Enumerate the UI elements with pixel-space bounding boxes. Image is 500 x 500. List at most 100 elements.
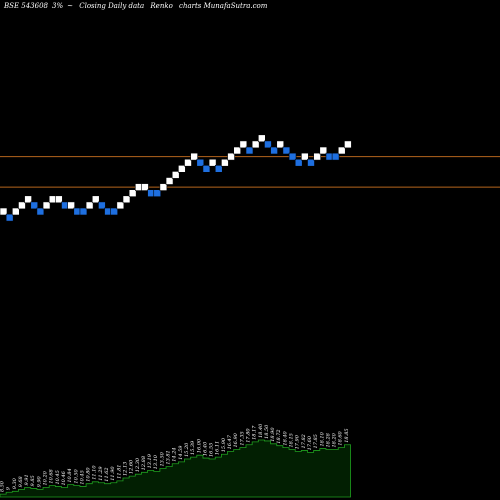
renko-brick-2 [12,207,20,216]
volume-label-5: 9.85 [30,475,36,486]
volume-label-27: 13.81 [166,450,172,464]
volume-label-48: 17.90 [295,434,301,449]
volume-label-53: 18.28 [325,433,331,447]
renko-brick-45 [276,140,285,149]
renko-brick-37 [227,152,235,161]
title-chart-type: Closing Daily data [79,2,145,10]
renko-brick-28 [171,171,180,179]
renko-brick-55 [337,146,346,155]
renko-brick-31 [190,152,198,161]
renko-brick-3 [18,201,26,210]
title-chart-name: Renko [150,2,173,10]
resistance-lines [0,156,500,188]
volume-area [0,439,351,498]
volume-label-30: 15.20 [184,442,190,457]
renko-brick-5 [30,201,39,210]
renko-brick-49 [301,152,309,161]
renko-brick-44 [270,146,278,155]
volume-label-22: 12.30 [135,457,141,472]
volume-label-46: 18.40 [282,430,288,445]
renko-brick-30 [184,158,192,167]
renko-brick-43 [264,140,272,149]
volume-label-52: 18.10 [319,431,325,446]
volume-label-38: 16.90 [233,432,239,447]
renko-brick-50 [307,158,315,167]
renko-brick-32 [196,158,205,167]
volume-label-14: 10.80 [86,467,92,482]
volume-label-25: 13.10 [153,454,159,469]
volume-label-4: 9.91 [24,474,30,485]
renko-brick-40 [245,146,254,155]
renko-brick-34 [208,158,217,167]
volume-label-37: 16.47 [227,434,233,449]
renko-brick-15 [91,195,100,204]
volume-label-42: 18.40 [258,423,264,438]
volume-label-33: 16.40 [202,441,208,456]
renko-brick-1 [5,213,14,222]
renko-brick-41 [251,140,260,149]
renko-brick-21 [128,189,137,197]
renko-brick-20 [122,195,131,204]
volume-label-44: 18.90 [270,427,276,442]
renko-brick-16 [98,201,106,210]
renko-brick-7 [42,201,51,210]
renko-brick-23 [141,183,149,191]
renko-brick-39 [239,140,248,149]
volume-label-56: 18.85 [344,428,350,442]
volume-label-2: 9.30 [12,477,18,489]
volume-label-3: 9.68 [18,476,24,487]
volume-label-10: 10.46 [61,470,67,485]
renko-brick-38 [233,146,241,155]
renko-brick-47 [288,152,297,161]
renko-brick-36 [221,158,229,167]
volume-label-32: 16.00 [196,438,202,453]
renko-bricks [0,134,352,222]
renko-brick-46 [282,146,291,155]
renko-brick-13 [79,207,88,216]
volume-label-41: 18.17 [252,425,258,440]
volume-label-12: 10.50 [73,468,79,483]
renko-brick-48 [294,158,303,167]
volume-label-29: 14.59 [178,445,184,460]
renko-brick-35 [214,165,223,173]
renko-brick-42 [257,134,266,143]
volume-labels: 8.50 9 9.30 9.68 9.91 9.85 9.90 10.20 10.68 10.45… [0,423,350,492]
volume-label-39: 17.35 [239,431,245,445]
renko-brick-0 [0,207,8,216]
volume-label-21: 12.60 [129,459,135,474]
volume-label-19: 11.81 [116,465,122,479]
renko-brick-4 [24,195,32,204]
volume-label-13: 10.45 [79,470,85,484]
volume-label-23: 12.88 [141,456,147,470]
volume-label-16: 11.29 [98,466,104,481]
volume-label-34: 16.55 [209,443,215,457]
volume-label-47: 18.15 [289,433,295,447]
renko-brick-51 [313,152,321,161]
volume-label-6: 9.90 [36,475,42,487]
volume-label-50: 17.60 [307,435,313,450]
volume-label-43: 18.50 [264,424,270,439]
volume-label-24: 13.19 [147,453,153,468]
volume-label-49: 17.82 [301,434,307,448]
volume-label-18: 11.90 [110,466,116,481]
volume-label-35: 16.11 [215,441,221,455]
volume-label-54: 18.20 [332,432,338,447]
title-symbol: BSE 543608 [4,2,48,10]
renko-brick-14 [85,201,94,210]
volume-label-40: 17.80 [246,428,252,443]
renko-brick-27 [165,177,174,185]
title-site: charts MunafaSutra.com [179,2,268,10]
renko-brick-6 [36,207,45,216]
renko-brick-11 [67,201,75,210]
renko-brick-9 [55,195,63,204]
volume-label-1: 9 [6,486,12,490]
volume-label-28: 14.24 [172,447,178,461]
title-box-size: 3% [52,2,64,10]
renko-brick-56 [344,140,352,149]
volume-label-7: 10.20 [43,470,49,485]
volume-label-36: 15.90 [221,437,227,452]
volume-label-8: 10.68 [49,469,55,483]
volume-label-45: 18.72 [276,429,282,443]
volume-label-26: 13.50 [159,451,165,466]
title-separator: ~ [67,2,73,10]
